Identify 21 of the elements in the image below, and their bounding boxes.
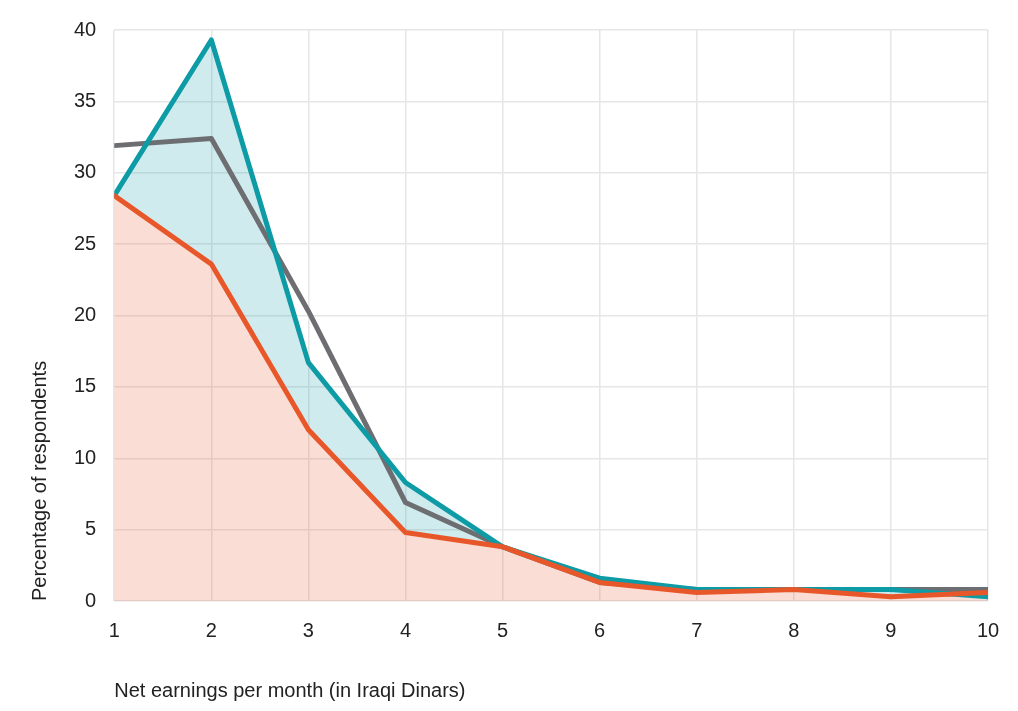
y-tick-label: 25	[74, 231, 97, 254]
x-tick-label: 8	[788, 618, 800, 641]
y-tick-label: 10	[74, 445, 97, 468]
x-tick-label: 10	[976, 618, 1000, 641]
x-tick-label: 3	[302, 618, 314, 641]
x-tick-label: 5	[497, 618, 509, 641]
y-tick-label: 5	[85, 517, 97, 540]
y-tick-label: 40	[74, 17, 97, 40]
y-tick-label: 20	[74, 303, 97, 326]
x-tick-label: 2	[205, 618, 217, 641]
y-axis-title: Percentage of respondents	[27, 360, 50, 601]
y-tick-label: 0	[85, 588, 97, 611]
x-tick-label: 7	[691, 618, 703, 641]
y-tick-label: 15	[74, 374, 97, 397]
x-tick-label: 1	[108, 618, 120, 641]
y-tick-label: 30	[74, 160, 97, 183]
x-axis-title: Net earnings per month (in Iraqi Dinars)	[114, 678, 466, 701]
x-tick-label: 6	[594, 618, 606, 641]
y-tick-label: 35	[74, 88, 97, 111]
x-tick-label: 9	[885, 618, 897, 641]
x-tick-label: 4	[399, 618, 412, 641]
